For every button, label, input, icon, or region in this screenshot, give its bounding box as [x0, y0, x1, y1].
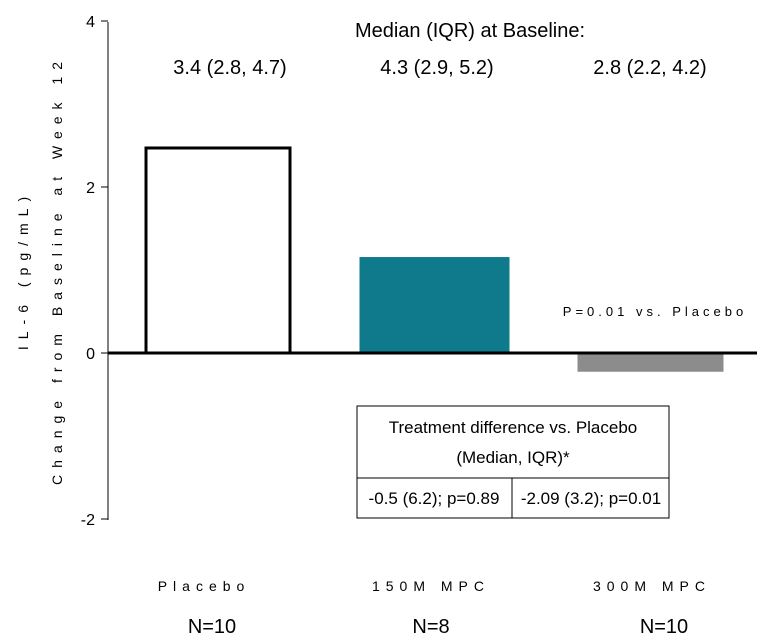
baseline-header: Median (IQR) at Baseline: [355, 20, 585, 42]
n-label-150m: N=8 [412, 616, 449, 637]
difference-table-header-line2: (Median, IQR)* [456, 448, 570, 467]
p-value-annotation: P=0.01 vs. Placebo [563, 304, 747, 319]
bars [144, 146, 724, 372]
category-label-150m: 150M MPC [372, 578, 490, 594]
bar-150m-mpc [359, 257, 510, 354]
baseline-value-placebo: 3.4 (2.8, 4.7) [173, 57, 286, 79]
bar-300m-mpc [577, 352, 724, 372]
category-label-300m: 300M MPC [593, 578, 711, 594]
baseline-value-150m: 4.3 (2.9, 5.2) [380, 57, 493, 79]
y-ticks: 4 2 0 -2 [81, 14, 108, 529]
y-axis-title-line1: IL-6 (pg/mL) [15, 190, 31, 350]
n-label-300m: N=10 [640, 616, 688, 637]
y-axis-title-line2: Change from Baseline at Week 12 [49, 55, 65, 485]
baseline-value-300m: 2.8 (2.2, 4.2) [593, 57, 706, 79]
difference-table-header-line1: Treatment difference vs. Placebo [389, 418, 638, 437]
bar-placebo [144, 146, 292, 355]
n-label-placebo: N=10 [188, 616, 236, 637]
difference-table: Treatment difference vs. Placebo (Median… [356, 405, 670, 519]
difference-cell-150m: -0.5 (6.2); p=0.89 [369, 489, 500, 508]
difference-cell-300m: -2.09 (3.2); p=0.01 [521, 489, 661, 508]
difference-table-border [356, 405, 670, 519]
y-tick-label: 2 [86, 180, 95, 197]
y-tick-label: 0 [86, 346, 95, 363]
y-tick-label: 4 [86, 14, 95, 31]
category-label-placebo: Placebo [158, 578, 251, 594]
y-tick-label: -2 [81, 512, 95, 529]
